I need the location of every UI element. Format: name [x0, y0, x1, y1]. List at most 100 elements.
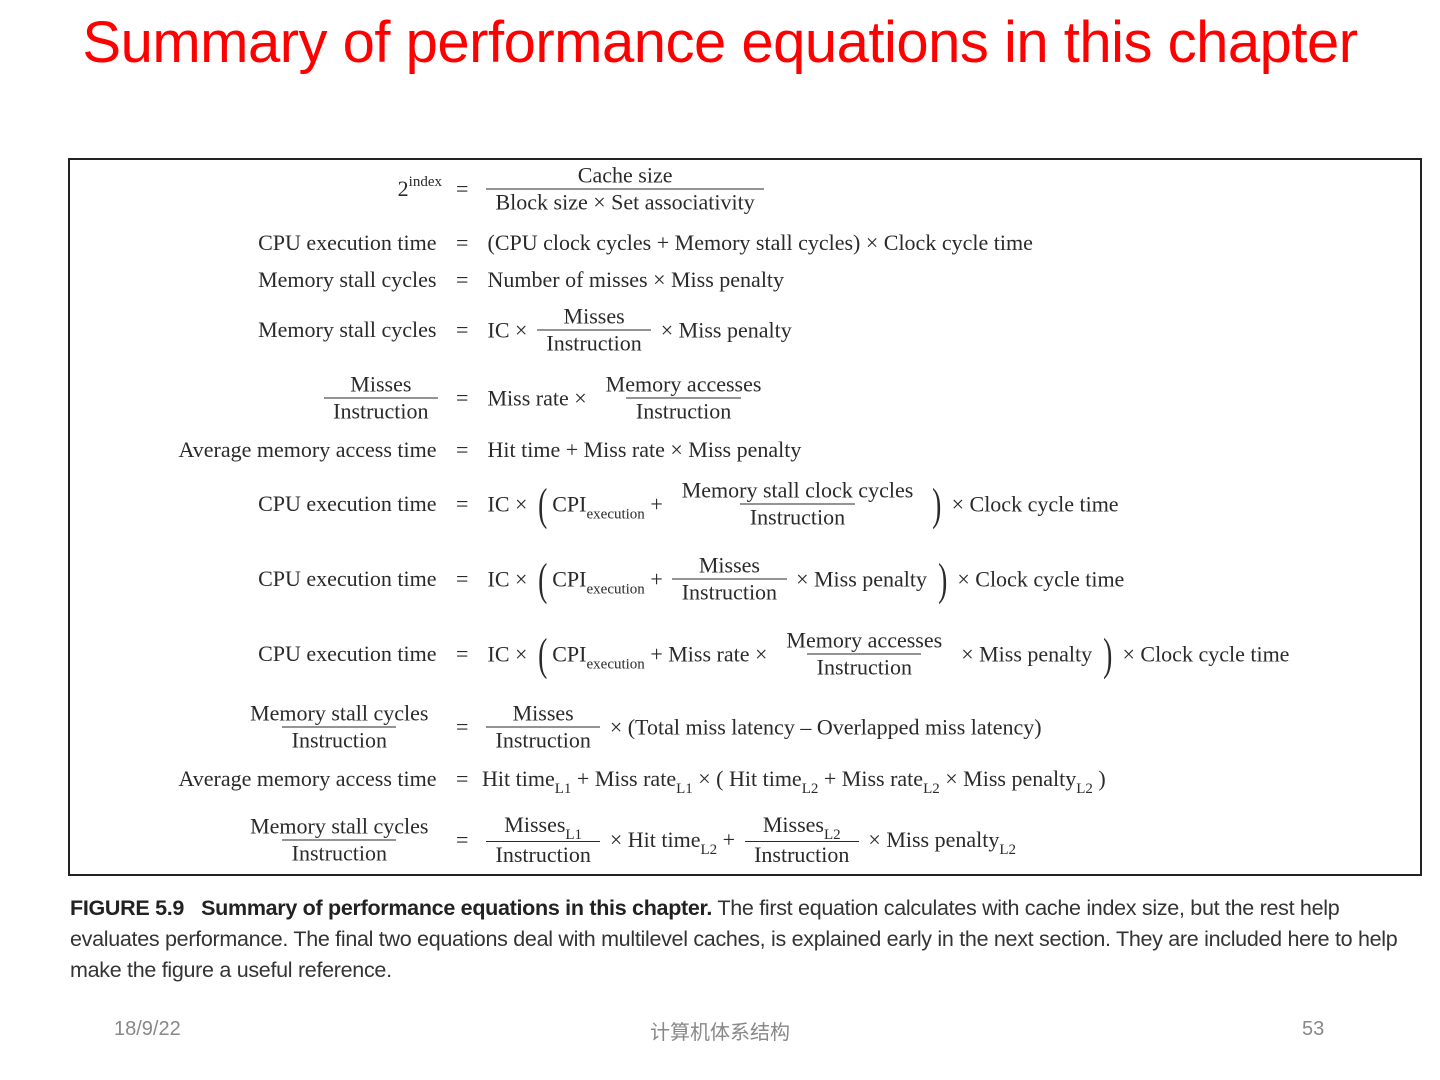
fraction-numerator: Misses: [503, 701, 583, 727]
term-superscript: index: [408, 174, 442, 190]
equation-term: Misses: [344, 371, 417, 397]
subscripted-term: Miss penaltyL2: [886, 827, 1016, 858]
right-parenthesis: ): [937, 553, 947, 604]
slide-title: Summary of performance equations in this…: [82, 10, 1358, 75]
equation-term: Miss rate ×: [482, 385, 593, 410]
fraction: Cache size Block size × Set associativit…: [486, 163, 765, 216]
equation-term: Instruction: [811, 654, 918, 680]
fraction-denominator: Instruction: [323, 397, 438, 425]
superscripted-term: 2index: [397, 174, 442, 202]
fraction: MissesL1 Instruction: [486, 812, 601, 868]
fraction-denominator: Instruction: [740, 503, 855, 531]
equation-term: (CPU clock cycles + Memory stall cycles)…: [482, 230, 1039, 255]
right-parenthesis: ): [1102, 628, 1112, 679]
term-base: Misses: [504, 812, 566, 837]
equation-term: Instruction: [327, 398, 434, 424]
term-base: 2: [397, 176, 409, 201]
caption-label: FIGURE 5.9: [70, 896, 185, 920]
equation-term: Instruction: [286, 727, 393, 753]
equation-rhs: Hit time + Miss rate × Miss penalty: [482, 437, 807, 463]
subscripted-term: CPIexecution: [552, 566, 645, 597]
term-base: Hit time: [728, 766, 802, 791]
equals-sign: =: [456, 566, 469, 591]
equation-rhs: IC × Misses Instruction × Miss penalty: [482, 304, 797, 357]
left-parenthesis: (: [537, 478, 548, 529]
fraction: Memory stall cycles Instruction: [241, 814, 438, 867]
subscripted-term: Miss rateL2: [841, 766, 940, 797]
equation-term: Memory stall cycles: [244, 813, 434, 839]
term-subscript: L1: [565, 827, 583, 843]
fraction-denominator: Block size × Set associativity: [486, 188, 765, 216]
fraction: Memory accesses Instruction: [777, 628, 952, 681]
subscripted-term: CPIexecution: [552, 641, 645, 672]
equation-term: ×: [862, 827, 887, 852]
caption-text: The first equation calculates with cache…: [70, 896, 1398, 982]
right-parenthesis: ): [931, 478, 942, 529]
left-parenthesis: (: [537, 628, 548, 679]
equation-rhs: Cache size Block size × Set associativit…: [482, 163, 768, 216]
equation-term: × (: [692, 766, 729, 791]
term-base: Miss penalty: [963, 766, 1077, 791]
term-base: Misses: [762, 812, 824, 837]
term-subscript: L2: [999, 842, 1017, 858]
equation-term: Instruction: [676, 579, 783, 605]
equation-term: IC ×: [482, 491, 533, 516]
equation-term: CPU execution time: [252, 566, 442, 591]
fraction: MissesL2 Instruction: [744, 812, 859, 868]
caption-bold: Summary of performance equations in this…: [201, 896, 713, 920]
figure-caption: FIGURE 5.9 Summary of performance equati…: [70, 893, 1430, 986]
equals-sign: =: [456, 317, 469, 342]
fraction-denominator: Instruction: [486, 841, 601, 868]
equation-term: × Clock cycle time: [946, 491, 1125, 516]
fraction-numerator: Cache size: [568, 163, 682, 189]
equation-term: +: [818, 766, 842, 791]
equation-lhs: Memory stall cycles: [253, 317, 442, 343]
equation-term: Instruction: [630, 398, 737, 424]
term-subscript: execution: [586, 656, 645, 672]
equation-rhs: Miss rate × Memory accesses Instruction: [482, 372, 775, 425]
equation-term: Instruction: [748, 842, 855, 867]
subscripted-term: Hit timeL1: [482, 766, 571, 797]
equals-sign: =: [456, 641, 469, 666]
equation-lhs: Memory stall cycles Instruction: [237, 701, 442, 754]
equation-term: ): [1092, 766, 1112, 791]
equals-sign: =: [456, 437, 469, 462]
subscripted-term: Miss penaltyL2: [963, 766, 1093, 797]
fraction-denominator: Instruction: [672, 578, 787, 606]
equation-term: × Miss penalty: [790, 566, 933, 591]
equation-lhs: CPU execution time: [253, 641, 442, 667]
fraction-denominator: Instruction: [626, 397, 741, 425]
equation-term: Instruction: [540, 330, 648, 356]
equation-term: × Clock cycle time: [951, 566, 1130, 591]
fraction-denominator: Instruction: [282, 839, 397, 867]
equation-term: Average memory access time: [174, 437, 442, 462]
term-base: CPI: [552, 491, 587, 516]
left-parenthesis: (: [537, 553, 548, 604]
term-base: Miss rate: [841, 766, 924, 791]
equation-term: Memory accesses: [600, 371, 767, 397]
term-base: Miss penalty: [886, 827, 1000, 852]
equation-term: Misses: [507, 700, 580, 726]
equation-term: Instruction: [744, 504, 851, 530]
equation-term: +: [644, 566, 669, 591]
equation-term: IC ×: [482, 317, 533, 342]
equals-sign: =: [456, 176, 469, 201]
fraction-numerator: Memory accesses: [596, 372, 771, 398]
fraction: Memory stall cycles Instruction: [241, 701, 438, 754]
fraction: Misses Instruction: [672, 553, 787, 606]
equation-term: Memory accesses: [780, 627, 948, 653]
equation-term: Memory stall cycles: [244, 700, 434, 726]
equation-term: +: [571, 766, 595, 791]
fraction-numerator: Memory accesses: [777, 628, 952, 654]
equation-term: CPU execution time: [252, 491, 442, 516]
fraction-denominator: Instruction: [282, 726, 397, 754]
fraction-denominator: Instruction: [744, 841, 859, 868]
equation-lhs: CPU execution time: [253, 230, 442, 256]
term-base: CPI: [552, 641, 587, 666]
equation-lhs: Average memory access time: [174, 766, 442, 792]
equation-rhs: IC × (CPIexecution + Memory stall clock …: [482, 478, 1124, 531]
subscripted-term: MissesL1: [504, 812, 583, 843]
equation-term: + Miss rate ×: [644, 641, 773, 666]
equation-term: × Miss penalty: [655, 317, 798, 342]
term-subscript: execution: [586, 581, 645, 597]
